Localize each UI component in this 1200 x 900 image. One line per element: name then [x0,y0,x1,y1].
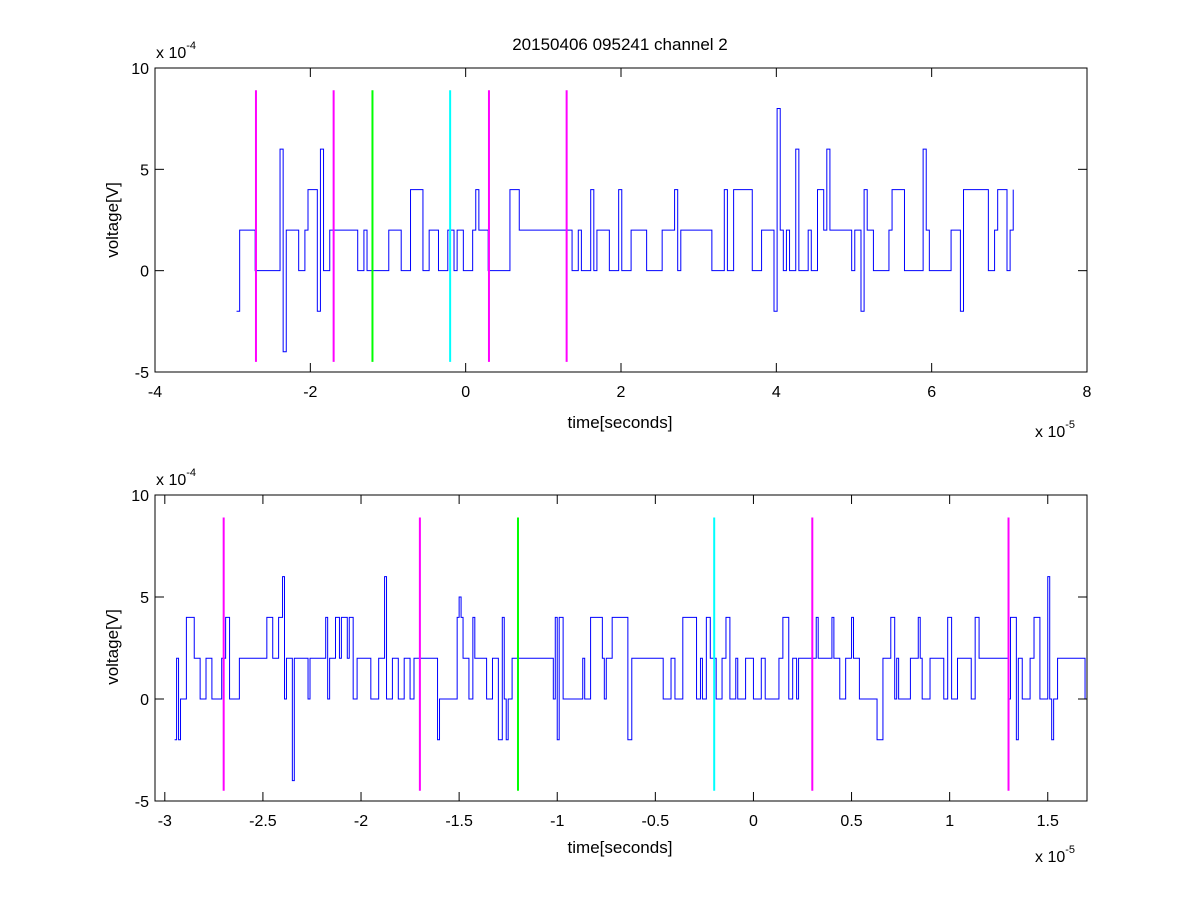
bottom-x-exponent-power: -5 [1065,844,1075,856]
top-ytick-label: -5 [135,365,149,382]
top-x-exponent: x 10-5 [1035,419,1075,441]
top-y-exponent-base: x 10 [156,45,186,62]
top-ytick-label: 5 [140,162,149,179]
bottom-x-exponent-base: x 10 [1035,849,1065,866]
bottom-plot-area [174,517,1087,791]
top-plot-area [236,90,1014,362]
bottom-xtick-label: -2.5 [249,813,277,830]
top-ticks: -4 -2 0 2 4 6 8 -5 0 5 10 [131,61,1091,401]
top-subplot: -4 -2 0 2 4 6 8 -5 0 5 10 time[seconds] voltage[V]… [103,40,1092,441]
bottom-ytick-label: 0 [140,692,149,709]
bottom-x-exponent: x 10-5 [1035,844,1075,866]
bottom-xtick-label: -1 [550,813,564,830]
bottom-xtick-label: -1.5 [445,813,473,830]
bottom-xtick-label: 1.5 [1037,813,1059,830]
bottom-axes-box [154,494,1088,802]
top-x-exponent-power: -5 [1065,419,1075,431]
bottom-xtick-label: 0 [749,813,758,830]
top-ytick-label: 0 [140,264,149,281]
bottom-xtick-label: 0.5 [840,813,862,830]
top-x-axis-label: time[seconds] [568,413,673,432]
bottom-xtick-label: 1 [945,813,954,830]
bottom-xtick-label: -3 [158,813,172,830]
bottom-xtick-label: -0.5 [642,813,670,830]
top-xtick-label: -2 [303,384,317,401]
bottom-x-axis-label: time[seconds] [568,838,673,857]
top-signal-line [236,108,1014,353]
bottom-ytick-label: -5 [135,794,149,811]
bottom-ticks: -3 -2.5 -2 -1.5 -1 -0.5 0 0.5 1 1.5 -5 0 5 10 [131,488,1087,830]
top-ytick-label: 10 [131,61,149,78]
bottom-ytick-label: 10 [131,488,149,505]
top-axes-box [154,67,1088,373]
top-xtick-label: 0 [461,384,470,401]
top-xtick-label: 8 [1083,384,1092,401]
top-x-exponent-base: x 10 [1035,424,1065,441]
bottom-ytick-label: 5 [140,590,149,607]
top-y-exponent: x 10-4 [156,40,196,62]
figure-title: 20150406 095241 channel 2 [512,35,728,54]
top-xtick-label: 6 [927,384,936,401]
top-y-axis-label: voltage[V] [103,182,122,258]
top-xtick-label: 2 [617,384,626,401]
top-xtick-label: 4 [772,384,781,401]
bottom-y-axis-label: voltage[V] [103,609,122,685]
bottom-xtick-label: -2 [354,813,368,830]
bottom-y-exponent-base: x 10 [156,472,186,489]
top-y-exponent-power: -4 [186,40,196,52]
bottom-y-exponent: x 10-4 [156,467,196,489]
bottom-subplot: -3 -2.5 -2 -1.5 -1 -0.5 0 0.5 1 1.5 -5 0 5 10 time[se… [103,467,1088,866]
bottom-y-exponent-power: -4 [186,467,196,479]
top-xtick-label: -4 [148,384,162,401]
bottom-signal-line [174,576,1087,782]
